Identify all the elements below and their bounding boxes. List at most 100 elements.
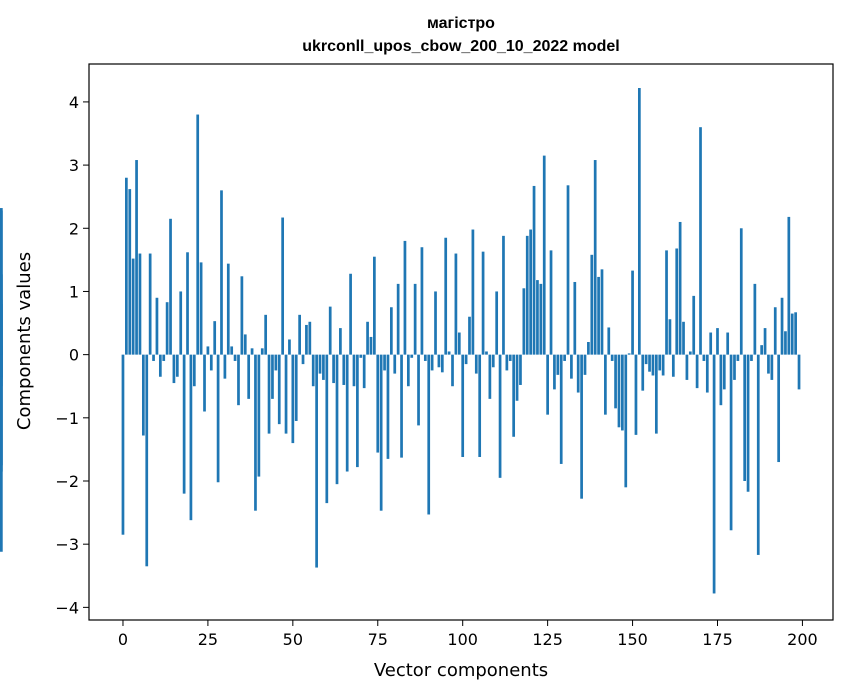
bar bbox=[580, 354, 583, 499]
bar-series bbox=[0, 88, 801, 594]
bar bbox=[546, 354, 549, 415]
bar bbox=[559, 354, 563, 464]
bar bbox=[267, 354, 271, 434]
bar bbox=[651, 354, 655, 376]
bar bbox=[400, 354, 403, 458]
bar bbox=[464, 354, 468, 365]
bar bbox=[712, 354, 716, 594]
bar bbox=[624, 354, 628, 488]
bar bbox=[152, 354, 155, 361]
y-tick-label: −1 bbox=[55, 409, 79, 428]
bar bbox=[345, 354, 349, 472]
bar bbox=[440, 354, 444, 373]
bar bbox=[750, 354, 753, 361]
bar bbox=[247, 354, 251, 399]
bar bbox=[430, 354, 434, 371]
bar bbox=[743, 354, 747, 481]
bar bbox=[631, 270, 634, 355]
bar bbox=[621, 354, 624, 431]
bar bbox=[203, 354, 206, 412]
bar bbox=[264, 314, 268, 355]
bar bbox=[125, 177, 128, 355]
x-tick-label: 175 bbox=[702, 630, 733, 649]
bar bbox=[257, 354, 261, 477]
chart-title: магістро bbox=[427, 15, 495, 32]
y-tick-label: 3 bbox=[69, 156, 79, 175]
bar bbox=[192, 354, 196, 387]
bar bbox=[777, 354, 781, 463]
bar bbox=[529, 229, 533, 355]
bar bbox=[658, 354, 662, 371]
bar bbox=[447, 351, 451, 355]
bar bbox=[172, 354, 176, 384]
y-tick-label: 4 bbox=[69, 93, 79, 112]
bar bbox=[756, 354, 760, 555]
bar bbox=[587, 342, 590, 355]
bar bbox=[733, 354, 736, 380]
bar bbox=[145, 354, 149, 567]
bar bbox=[488, 354, 492, 399]
bar bbox=[356, 354, 359, 468]
bar bbox=[498, 354, 502, 478]
bar bbox=[536, 280, 539, 355]
bar bbox=[369, 336, 373, 355]
bar bbox=[726, 332, 730, 355]
y-axis-label: Components values bbox=[14, 252, 35, 430]
bar bbox=[233, 354, 237, 361]
bar bbox=[427, 354, 431, 515]
bar bbox=[230, 346, 234, 355]
bar bbox=[502, 235, 505, 355]
bar bbox=[308, 321, 312, 355]
bar bbox=[597, 276, 600, 355]
bar bbox=[722, 354, 726, 390]
bar bbox=[542, 155, 546, 355]
bar bbox=[522, 288, 526, 355]
bar bbox=[298, 314, 301, 355]
bar bbox=[532, 185, 536, 355]
bar bbox=[784, 331, 787, 355]
bar bbox=[794, 312, 797, 355]
bar bbox=[196, 114, 200, 355]
bar bbox=[637, 88, 641, 355]
bar bbox=[175, 354, 179, 377]
y-tick-label: 2 bbox=[69, 219, 79, 238]
bar bbox=[617, 354, 621, 428]
bar bbox=[186, 252, 189, 355]
bar bbox=[158, 354, 162, 377]
bar bbox=[420, 247, 424, 355]
bar bbox=[661, 354, 665, 376]
x-tick-label: 125 bbox=[532, 630, 563, 649]
bar bbox=[311, 354, 315, 387]
bar bbox=[716, 328, 719, 355]
bar bbox=[322, 354, 325, 380]
bar bbox=[767, 354, 770, 374]
bar bbox=[600, 269, 604, 355]
bar bbox=[342, 354, 346, 385]
y-tick-label: −4 bbox=[55, 598, 79, 617]
bar bbox=[332, 354, 335, 384]
chart-subtitle: ukrconll_upos_cbow_200_10_2022 model bbox=[302, 38, 619, 55]
bar bbox=[481, 251, 485, 355]
bar bbox=[508, 354, 512, 361]
bar bbox=[403, 240, 407, 355]
bar bbox=[753, 283, 757, 355]
bar bbox=[699, 127, 702, 355]
bar bbox=[373, 256, 376, 355]
bar bbox=[250, 348, 254, 355]
bar bbox=[393, 354, 397, 374]
bar bbox=[328, 306, 332, 355]
bar bbox=[719, 354, 723, 406]
bar bbox=[223, 354, 227, 379]
bar bbox=[281, 217, 285, 355]
bar bbox=[519, 354, 522, 385]
bar bbox=[644, 354, 648, 365]
bar bbox=[410, 354, 414, 358]
bar bbox=[692, 295, 696, 355]
bar bbox=[434, 291, 437, 355]
bar bbox=[0, 210, 3, 355]
x-tick-label: 100 bbox=[447, 630, 478, 649]
bar bbox=[471, 229, 475, 355]
bar bbox=[318, 354, 322, 374]
bar bbox=[573, 281, 577, 355]
bar bbox=[648, 354, 651, 372]
